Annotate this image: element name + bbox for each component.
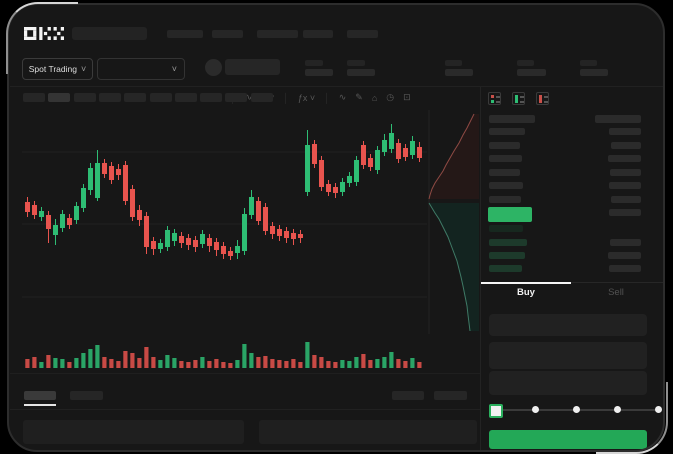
timeframe-pill-placeholder[interactable] [251,93,273,102]
timeframe-pill-placeholder[interactable] [99,93,121,102]
buy-submit-button[interactable] [489,430,647,449]
bid-price-placeholder[interactable] [489,265,522,272]
slider-step-dot[interactable] [614,406,621,413]
ask-amount-placeholder[interactable] [608,155,641,162]
ask-price-placeholder[interactable] [489,142,520,149]
timeframe-pill-placeholder[interactable] [74,93,96,102]
price-chart[interactable] [7,3,665,452]
bid-amount-placeholder[interactable] [608,252,641,259]
bid-amount-placeholder[interactable] [610,239,641,246]
ask-price-placeholder[interactable] [489,128,525,135]
okx-logo-icon [24,27,64,40]
slider-step-dot[interactable] [655,406,662,413]
slider-step-dot[interactable] [573,406,580,413]
timeframe-pill-placeholder[interactable] [200,93,222,102]
ask-amount-placeholder[interactable] [611,196,641,203]
ask-price-placeholder[interactable] [489,169,520,176]
bid-price-placeholder[interactable] [489,239,527,246]
timeframe-pill-placeholder[interactable] [124,93,146,102]
ask-amount-placeholder[interactable] [610,169,641,176]
bid-amount-placeholder[interactable] [609,265,641,272]
app-screen: Spot Trading ˅ ˅ │ ∿ ˅ ˅ │ ƒx ˅ │ ∿ ✎ ⌂ … [7,3,665,452]
ask-amount-placeholder[interactable] [611,142,641,149]
amount-slider-handle[interactable] [489,404,503,418]
timeframe-pill-placeholder[interactable] [150,93,172,102]
okx-logo[interactable] [24,27,64,40]
timeframe-pill-placeholder[interactable] [23,93,45,102]
okx-spot-trading-screen: Spot Trading ˅ ˅ │ ∿ ˅ ˅ │ ƒx ˅ │ ∿ ✎ ⌂ … [7,3,665,452]
ask-amount-placeholder[interactable] [609,182,641,189]
ask-price-placeholder[interactable] [489,196,521,203]
slider-step-dot[interactable] [532,406,539,413]
active-tab-underline [481,282,571,284]
bid-price-placeholder[interactable] [489,252,525,259]
ask-price-placeholder[interactable] [489,182,523,189]
timeframe-pill-placeholder[interactable] [48,93,70,102]
bid-price-placeholder[interactable] [489,225,523,232]
ask-price-placeholder[interactable] [489,155,522,162]
timeframe-pill-placeholder[interactable] [225,93,247,102]
timeframe-pill-placeholder[interactable] [175,93,197,102]
last-price-amount-placeholder [609,209,641,216]
ask-amount-placeholder[interactable] [609,128,641,135]
last-price-highlight[interactable] [488,207,532,222]
